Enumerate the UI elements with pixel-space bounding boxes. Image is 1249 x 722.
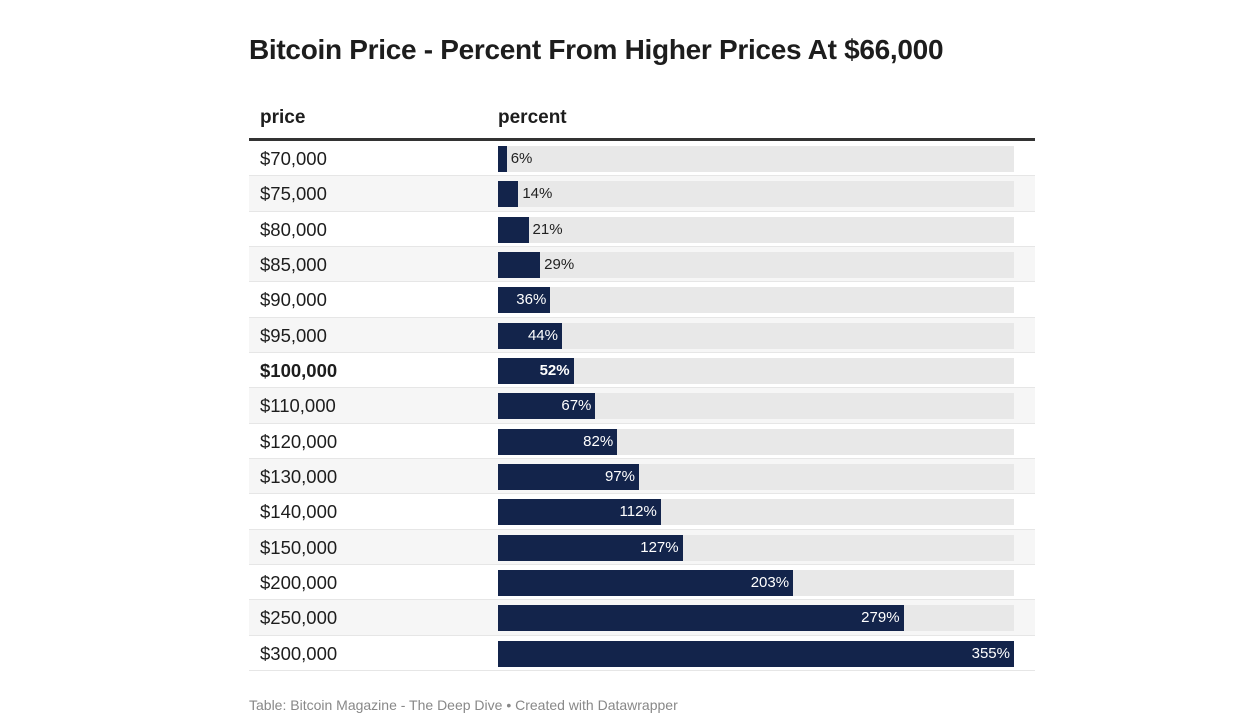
price-cell: $100,000 xyxy=(260,359,338,381)
chart-title: Bitcoin Price - Percent From Higher Pric… xyxy=(249,34,944,65)
table-body: $70,000 6% $75,000 14% $80,000 21% $85,0… xyxy=(249,141,1035,671)
percent-bar xyxy=(498,534,683,561)
percent-label: 82% xyxy=(583,432,614,450)
percent-label: 44% xyxy=(527,326,558,344)
price-cell: $110,000 xyxy=(260,395,336,417)
percent-label: 6% xyxy=(510,150,533,167)
table-row: $300,000 355% xyxy=(249,636,1035,671)
percent-bar xyxy=(498,640,1014,667)
table-row: $75,000 14% xyxy=(249,176,1035,212)
bar-track: 21% xyxy=(498,216,1014,243)
percent-bar xyxy=(498,181,519,208)
price-cell: $200,000 xyxy=(260,571,338,593)
price-cell: $75,000 xyxy=(260,183,327,205)
percent-bar xyxy=(498,393,596,420)
table-row: $120,000 82% xyxy=(249,424,1035,459)
price-cell: $85,000 xyxy=(260,253,327,275)
price-cell: $130,000 xyxy=(260,465,338,487)
percent-label: 67% xyxy=(561,397,592,415)
table-row: $90,000 36% xyxy=(249,282,1035,318)
percent-bar xyxy=(498,322,562,349)
percent-label: 355% xyxy=(971,644,1010,662)
bar-track: 52% xyxy=(498,357,1014,384)
column-header-price[interactable]: price xyxy=(260,107,306,128)
percent-bar xyxy=(498,605,904,632)
data-table: price percent $70,000 6% $75,000 14% $80… xyxy=(249,98,1035,671)
price-cell: $300,000 xyxy=(260,642,338,664)
percent-label: 112% xyxy=(619,503,657,521)
percent-label: 21% xyxy=(532,220,563,238)
table-row: $95,000 44% xyxy=(249,317,1035,353)
percent-bar xyxy=(498,146,507,172)
price-cell: $80,000 xyxy=(260,218,327,240)
percent-bar xyxy=(498,499,661,526)
bar-track: 44% xyxy=(498,322,1014,349)
bar-track: 14% xyxy=(498,181,1014,208)
percent-label: 279% xyxy=(861,609,900,627)
percent-label: 97% xyxy=(604,467,635,485)
price-cell: $140,000 xyxy=(260,501,338,523)
percent-label: 14% xyxy=(522,185,553,203)
price-cell: $70,000 xyxy=(260,148,327,169)
bar-track: 203% xyxy=(498,569,1014,596)
price-cell: $250,000 xyxy=(260,607,338,629)
table-row: $130,000 97% xyxy=(249,458,1035,495)
bar-track: 127% xyxy=(498,534,1014,561)
bar-track: 6% xyxy=(498,146,1014,172)
table-row: $140,000 112% xyxy=(249,494,1035,530)
percent-bar xyxy=(498,287,551,314)
bar-track: 112% xyxy=(498,499,1014,526)
percent-label: 29% xyxy=(544,255,575,273)
bar-track: 82% xyxy=(498,428,1014,455)
bar-track: 36% xyxy=(498,287,1014,314)
column-header-percent[interactable]: percent xyxy=(498,107,567,128)
percent-label: 36% xyxy=(516,291,547,309)
percent-label: 127% xyxy=(640,538,679,556)
table-row: $150,000 127% xyxy=(249,529,1035,565)
price-cell: $90,000 xyxy=(260,289,327,311)
percent-bar xyxy=(498,569,794,596)
bar-track: 279% xyxy=(498,605,1014,632)
table-row: $85,000 29% xyxy=(249,246,1035,283)
percent-bar xyxy=(498,216,529,243)
table-row: $200,000 203% xyxy=(249,565,1035,601)
table-row: $80,000 21% xyxy=(249,212,1035,247)
bar-track: 29% xyxy=(498,251,1014,278)
percent-label: 52% xyxy=(539,361,570,379)
percent-bar xyxy=(498,357,574,384)
bar-track: 97% xyxy=(498,463,1014,490)
percent-bar xyxy=(498,428,618,455)
percent-label: 203% xyxy=(750,573,790,591)
table-row: $110,000 67% xyxy=(249,388,1035,424)
price-cell: $150,000 xyxy=(260,536,338,558)
table-row: $70,000 6% xyxy=(249,141,1035,177)
percent-bar xyxy=(498,463,639,490)
table-row: $250,000 279% xyxy=(249,600,1035,636)
table-row: $100,000 52% xyxy=(249,353,1035,389)
percent-bar xyxy=(498,251,541,278)
price-cell: $95,000 xyxy=(260,324,327,346)
bar-track: 355% xyxy=(498,640,1014,667)
bar-track: 67% xyxy=(498,393,1014,420)
table-header: price percent xyxy=(249,98,1035,141)
footer-credit: Table: Bitcoin Magazine - The Deep Dive … xyxy=(249,697,678,713)
price-cell: $120,000 xyxy=(260,430,338,452)
